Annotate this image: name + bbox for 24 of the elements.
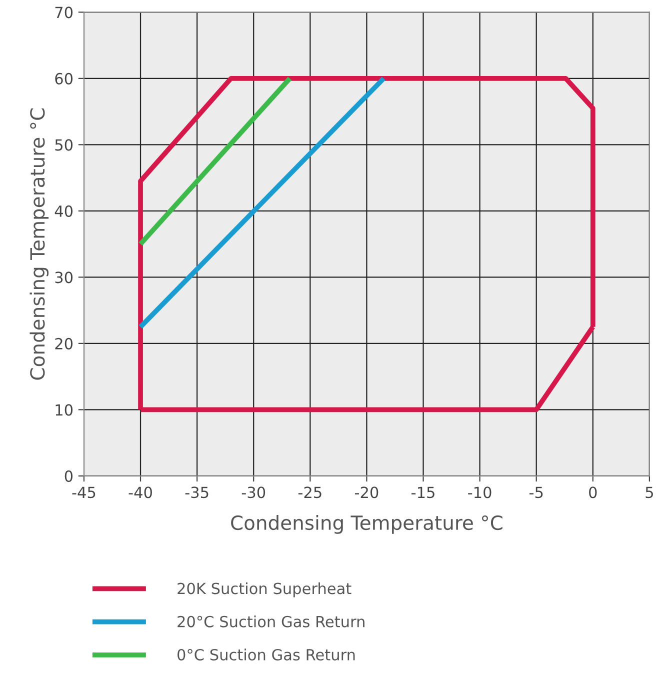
x-axis-title: Condensing Temperature °C — [231, 515, 502, 534]
x-tick-label: -35 — [185, 486, 208, 498]
x-tick-label: 5 — [646, 486, 653, 498]
y-tick-label: 20 — [55, 338, 73, 350]
x-tick-label: 0 — [589, 486, 597, 498]
y-tick-label: 70 — [55, 6, 73, 18]
y-tick-label: 0 — [64, 470, 73, 482]
y-tick-label: 30 — [55, 272, 73, 284]
y-tick-label: 40 — [54, 205, 73, 217]
x-tick-label: -40 — [128, 486, 152, 498]
x-tick-label: -45 — [72, 486, 96, 498]
legend-label: 20K Suction Superheat — [178, 582, 352, 598]
legend-label: 20°C Suction Gas Return — [178, 616, 364, 628]
y-tick-label: 50 — [55, 139, 73, 151]
x-tick-label: -10 — [468, 486, 492, 498]
x-tick-label: -25 — [298, 486, 322, 498]
x-tick-label: -15 — [412, 486, 434, 498]
y-axis-title: Condensing Temperature °C — [30, 108, 49, 380]
x-tick-label: -5 — [529, 486, 543, 498]
x-tick-label: -20 — [354, 486, 378, 498]
x-tick-label: -30 — [242, 486, 266, 498]
y-tick-label: 10 — [56, 404, 73, 416]
legend-label: 0°C Suction Gas Return — [178, 648, 355, 660]
y-tick-label: 60 — [55, 72, 73, 84]
